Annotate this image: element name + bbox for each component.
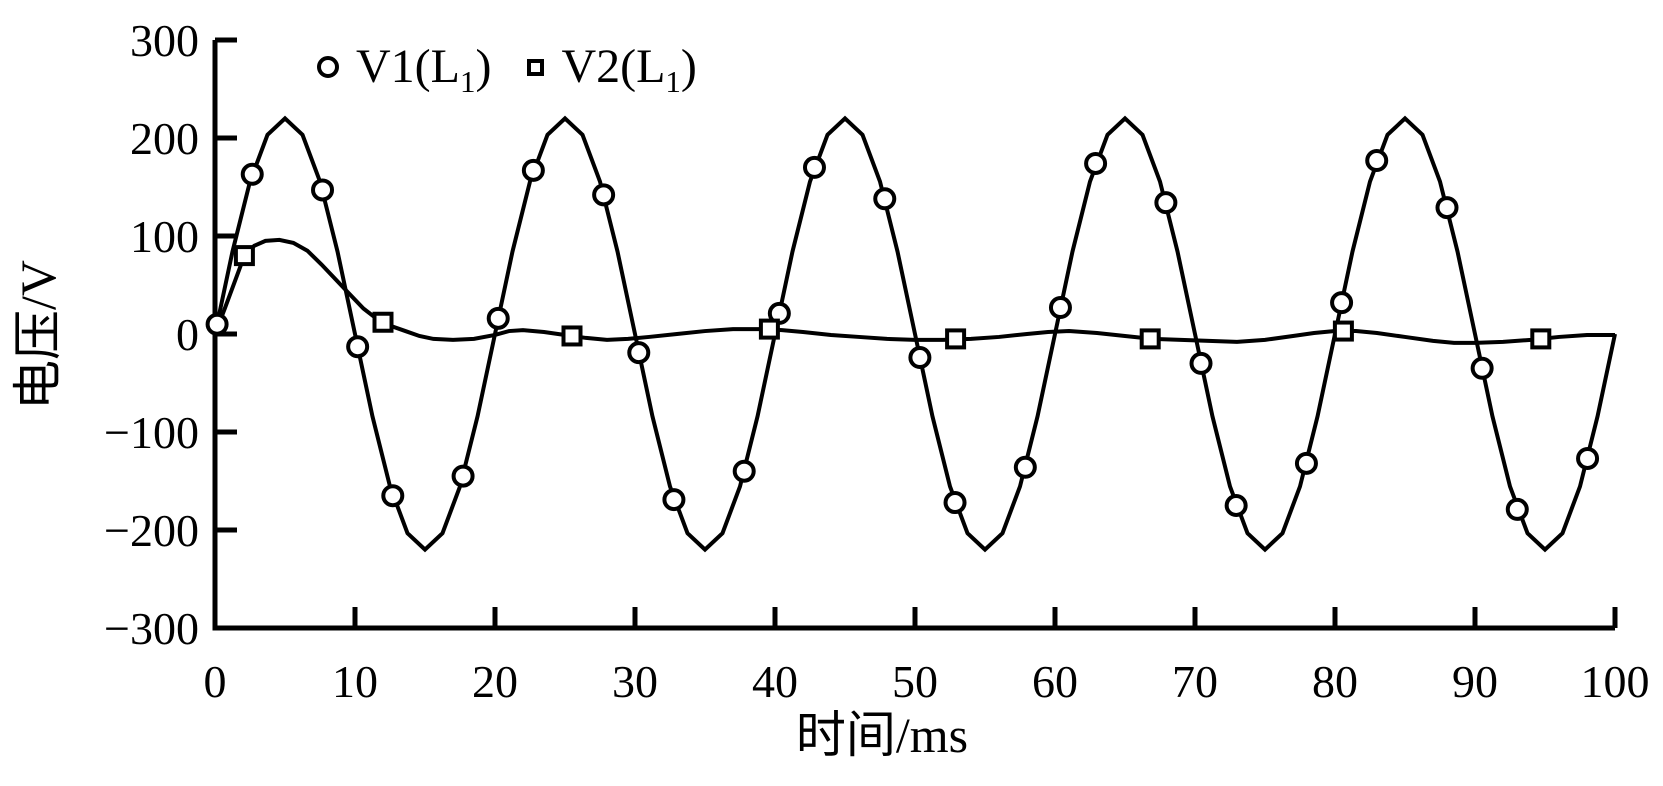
x-tick-label: 30 (612, 656, 658, 707)
y-tick-label: −300 (104, 603, 199, 654)
v1-marker-circle (1048, 296, 1072, 320)
v1-marker-circle (1470, 356, 1494, 380)
circle-marker-icon (317, 56, 339, 78)
legend-label-v1: V1(L1) (356, 40, 492, 99)
v1-marker-circle (381, 484, 405, 508)
v2-marker-square (945, 328, 967, 350)
v1-marker-circle (732, 459, 756, 483)
v1-marker-circle (205, 312, 229, 336)
v2-marker-square (233, 245, 255, 267)
x-tick-label: 70 (1172, 656, 1218, 707)
v1-marker-circle (802, 155, 826, 179)
x-tick-label: 20 (472, 656, 518, 707)
y-tick-label: 200 (130, 113, 199, 164)
legend-item-v1: V1(L1) (317, 40, 492, 99)
x-axis-title: 时间/ms (795, 707, 969, 763)
legend-label-v2: V2(L1) (561, 40, 697, 99)
x-tick-label: 90 (1452, 656, 1498, 707)
v1-marker-circle (1084, 151, 1108, 175)
x-tick-label: 60 (1032, 656, 1078, 707)
v1-marker-circle (240, 162, 264, 186)
v1-marker-circle (1224, 494, 1248, 517)
v1-marker-circle (1330, 291, 1354, 315)
v1-marker-circle (346, 335, 370, 359)
x-tick-label: 100 (1581, 656, 1650, 707)
v1-marker-circle (627, 341, 651, 365)
v1-marker-circle (486, 306, 510, 330)
y-tick-label: −100 (104, 407, 199, 458)
v2-marker-square (1139, 328, 1161, 350)
v2-marker-square (561, 325, 583, 347)
legend-item-v2: V2(L1) (527, 40, 697, 99)
x-tick-label: 0 (204, 656, 227, 707)
x-tick-label: 80 (1312, 656, 1358, 707)
y-tick-label: 300 (130, 15, 199, 66)
y-axis-title: 电压/V (10, 260, 66, 410)
y-tick-label: 0 (176, 309, 199, 360)
v1-marker-circle (451, 464, 475, 488)
v1-marker-circle (1505, 497, 1529, 521)
x-tick-label: 10 (332, 656, 378, 707)
v1-marker-circle (592, 183, 616, 207)
v1-marker-circle (1435, 196, 1459, 220)
square-marker-icon (527, 58, 545, 76)
v1-marker-circle (1294, 451, 1318, 475)
v1-marker-circle (1365, 149, 1389, 173)
v2-marker-square (1332, 320, 1354, 342)
x-tick-label: 40 (752, 656, 798, 707)
v2-marker-square (758, 318, 780, 340)
v1-marker-circle (1013, 455, 1037, 479)
v2-marker-square (1530, 328, 1552, 350)
v1-marker-circle (873, 187, 897, 211)
v1-marker-circle (908, 346, 932, 370)
v2-marker-square (372, 311, 394, 333)
legend: V1(L1) V2(L1) (317, 38, 697, 99)
y-tick-label: 100 (130, 211, 199, 262)
v1-marker-circle (1154, 191, 1178, 215)
v1-marker-circle (311, 178, 335, 202)
v1-marker-circle (943, 491, 967, 515)
v1-marker-circle (1576, 446, 1600, 470)
series-line-v1 (213, 115, 1617, 553)
v1-marker-circle (1189, 351, 1213, 375)
v1-marker-circle (662, 488, 686, 512)
x-tick-label: 50 (892, 656, 938, 707)
v1-marker-circle (521, 158, 545, 182)
y-tick-label: −200 (104, 505, 199, 556)
